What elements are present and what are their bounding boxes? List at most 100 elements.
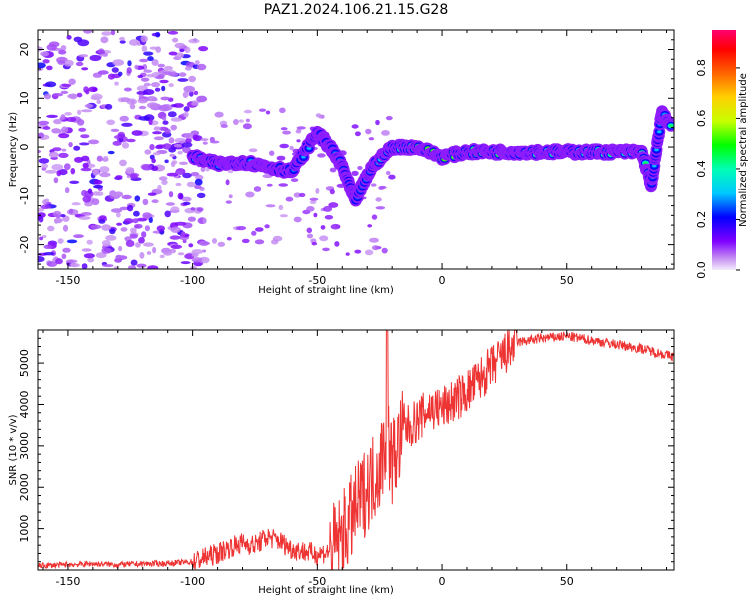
noise-blob <box>251 230 257 236</box>
noise-blob <box>385 116 393 121</box>
noise-blob <box>264 224 270 229</box>
x-tick-label: -100 <box>180 274 205 287</box>
noise-blob <box>381 247 388 254</box>
noise-blob <box>40 204 51 209</box>
y-tick-label: 4000 <box>18 390 31 418</box>
noise-blob <box>212 238 217 244</box>
noise-blob <box>62 224 69 232</box>
noise-blob <box>38 215 44 223</box>
noise-blob <box>329 167 337 173</box>
noise-blob <box>62 247 71 253</box>
noise-blob <box>105 235 117 241</box>
noise-blob <box>121 142 130 149</box>
noise-blob <box>88 139 100 145</box>
noise-blob <box>351 170 359 176</box>
x-tick-label: -50 <box>308 274 326 287</box>
noise-blob <box>136 217 147 222</box>
noise-blob <box>157 74 165 78</box>
noise-blob <box>184 46 191 53</box>
spectrogram-x-axis-label: Height of straight line (km) <box>258 285 394 296</box>
noise-blob <box>58 49 67 55</box>
noise-blob <box>320 225 326 230</box>
noise-blob <box>351 124 359 129</box>
noise-blob <box>130 173 138 179</box>
noise-blob <box>168 51 178 56</box>
noise-blob <box>381 130 390 136</box>
noise-blob <box>134 195 141 202</box>
noise-blob <box>126 138 136 143</box>
noise-blob <box>78 216 91 220</box>
noise-blob <box>69 180 80 184</box>
noise-blob <box>114 135 121 139</box>
noise-blob <box>293 216 302 223</box>
noise-blob <box>60 90 69 94</box>
noise-blob <box>92 87 98 92</box>
noise-blob <box>296 126 306 130</box>
noise-blob <box>61 83 72 88</box>
noise-blob <box>182 201 191 206</box>
noise-blob <box>86 239 93 245</box>
noise-blob <box>69 93 78 100</box>
noise-blob <box>75 61 84 67</box>
noise-blob <box>194 184 202 190</box>
noise-blob <box>93 184 104 189</box>
noise-blob <box>220 124 228 128</box>
noise-blob <box>169 153 176 158</box>
noise-blob <box>149 144 155 151</box>
noise-blob <box>128 39 140 46</box>
noise-blob <box>110 30 116 36</box>
noise-blob <box>236 226 247 231</box>
noise-blob <box>345 252 350 256</box>
noise-blob <box>57 60 66 65</box>
noise-blob <box>48 41 60 48</box>
colorbar-label: Normalized spectral amplitude <box>738 73 749 227</box>
noise-blob <box>233 119 239 125</box>
noise-blob <box>280 127 288 131</box>
noise-blob <box>319 235 329 242</box>
y-tick-label: 3000 <box>18 432 31 460</box>
noise-blob <box>185 61 196 68</box>
noise-blob <box>144 149 152 155</box>
noise-blob <box>60 214 66 218</box>
noise-blob <box>82 195 92 203</box>
noise-blob <box>129 104 136 110</box>
noise-blob <box>111 67 119 73</box>
noise-blob <box>191 257 203 263</box>
noise-blob <box>177 252 185 256</box>
noise-blob <box>123 218 134 224</box>
noise-blob <box>175 182 182 187</box>
noise-blob <box>364 249 374 256</box>
noise-blob <box>309 200 317 205</box>
noise-blob <box>38 256 45 263</box>
noise-blob <box>183 106 190 112</box>
noise-blob <box>83 253 95 259</box>
noise-blob <box>182 239 187 244</box>
noise-blob <box>143 69 153 73</box>
noise-blob <box>102 52 108 57</box>
colorbar-ticks: 0.0 0.2 0.4 0.6 0.8 <box>695 59 740 279</box>
noise-blob <box>87 188 93 194</box>
noise-blob <box>155 31 161 38</box>
noise-blob <box>130 259 138 266</box>
noise-blob <box>64 112 72 116</box>
noise-blob <box>375 206 386 210</box>
noise-blob <box>112 59 125 66</box>
noise-blob <box>45 169 57 174</box>
y-tick-label: 0 <box>18 144 31 151</box>
colorbar-tick-label: 0.0 <box>695 261 708 279</box>
noise-blob <box>279 143 290 149</box>
noise-blob <box>38 120 50 125</box>
noise-blob <box>365 128 372 135</box>
noise-blob <box>81 212 92 216</box>
noise-blob <box>180 231 185 238</box>
noise-blob <box>93 179 103 185</box>
noise-blob <box>168 191 174 198</box>
noise-blob <box>114 81 119 86</box>
noise-blob <box>242 123 252 130</box>
noise-blob <box>162 143 172 150</box>
noise-blob <box>138 94 144 99</box>
noise-blob <box>117 71 123 77</box>
noise-blob <box>139 58 149 63</box>
noise-blob <box>99 166 110 173</box>
